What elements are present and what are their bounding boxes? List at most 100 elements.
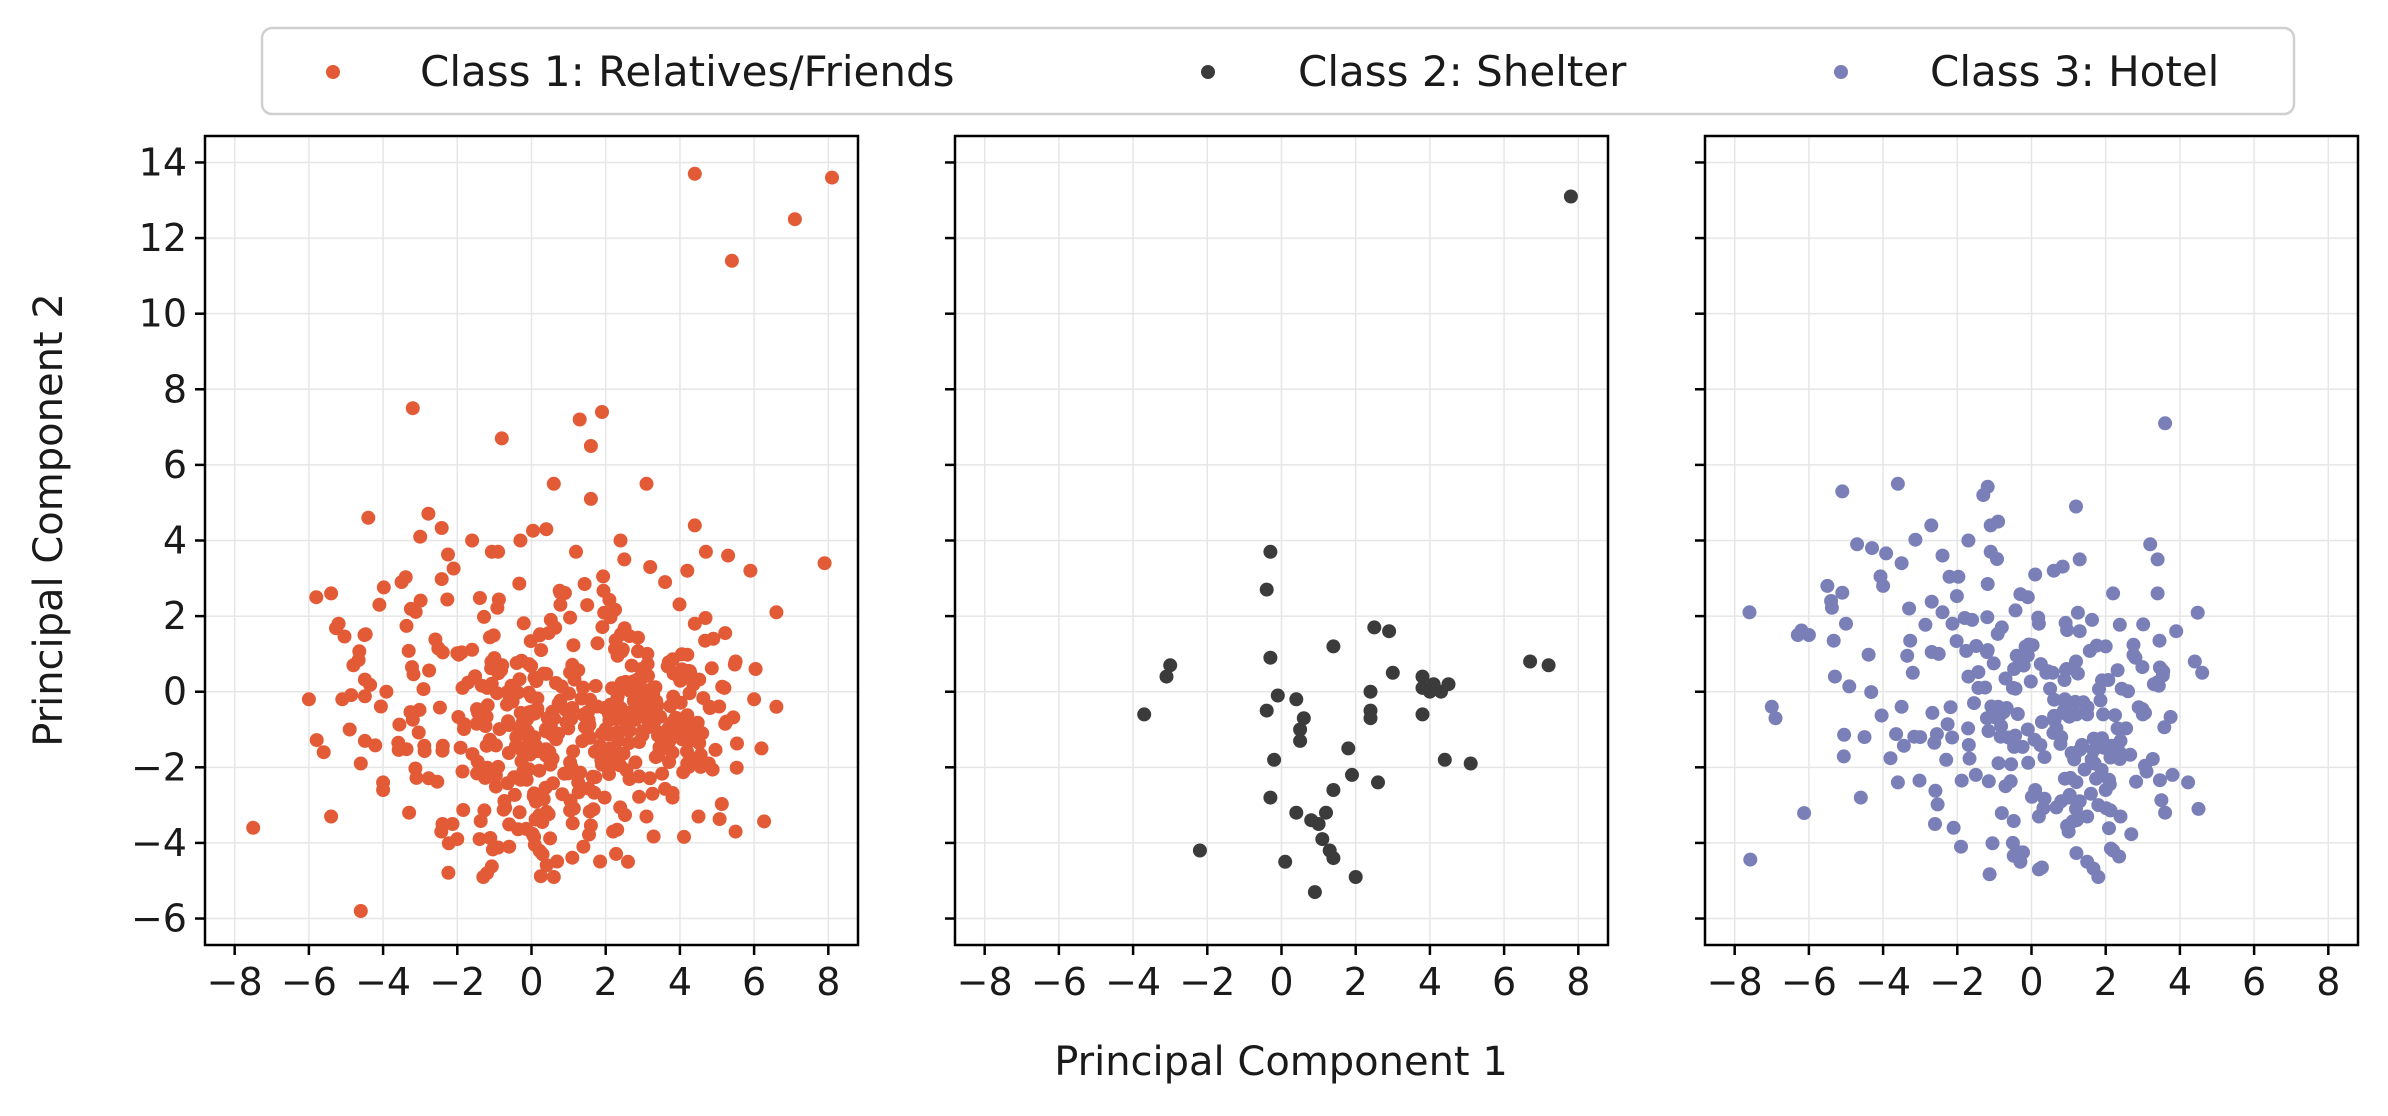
data-point — [2070, 605, 2085, 620]
data-point — [1523, 654, 1538, 669]
y-tick-label: 0 — [163, 670, 187, 714]
data-point — [353, 756, 368, 771]
data-point — [555, 787, 570, 802]
data-point — [441, 865, 456, 880]
data-point — [500, 697, 514, 712]
y-axis-label: Principal Component 2 — [26, 293, 72, 747]
data-point — [428, 632, 443, 647]
data-point — [639, 476, 654, 491]
x-tick-label: −6 — [1031, 960, 1087, 1004]
data-point — [541, 626, 556, 641]
data-point — [376, 580, 391, 595]
data-point — [2143, 537, 2158, 552]
data-point — [2103, 841, 2118, 856]
series-points — [246, 166, 839, 918]
panel-2: −8 −6 −4 −2 0 2 4 6 8 — [945, 134, 1610, 1004]
data-point — [477, 609, 491, 624]
data-point — [610, 822, 625, 837]
data-point — [1463, 756, 1478, 771]
data-point — [373, 699, 388, 714]
data-point — [2006, 814, 2021, 828]
data-point — [2092, 682, 2106, 697]
data-point — [546, 476, 561, 491]
data-point — [2126, 648, 2141, 662]
data-point — [2136, 617, 2151, 632]
data-point — [1263, 790, 1278, 805]
data-point — [469, 716, 484, 731]
data-point — [392, 717, 407, 732]
data-point — [580, 705, 595, 720]
data-point — [1137, 707, 1152, 722]
data-point — [246, 820, 261, 835]
data-point — [1883, 751, 1898, 766]
data-point — [498, 800, 513, 815]
data-point — [484, 654, 499, 669]
data-point — [613, 533, 628, 548]
data-point — [445, 817, 460, 831]
data-point — [2033, 738, 2048, 752]
data-point — [535, 815, 550, 830]
y-tick-label: −4 — [131, 821, 187, 865]
data-point — [2003, 774, 2018, 789]
data-point — [550, 854, 565, 869]
data-point — [566, 638, 581, 653]
x-tick-label: 8 — [816, 960, 840, 1004]
data-point — [1768, 711, 1783, 726]
data-point — [1986, 656, 2001, 671]
data-point — [2158, 805, 2173, 820]
data-point — [1541, 658, 1556, 673]
data-point — [472, 591, 487, 605]
y-tick-label: 2 — [163, 594, 187, 638]
data-point — [597, 605, 612, 620]
data-point — [565, 816, 580, 831]
data-point — [602, 767, 616, 782]
data-point — [608, 633, 623, 648]
data-point — [1943, 700, 1958, 715]
data-point — [672, 671, 687, 686]
data-point — [633, 679, 648, 693]
data-point — [2072, 624, 2087, 639]
data-point — [1842, 679, 1857, 694]
data-point — [532, 763, 547, 778]
data-point — [465, 747, 480, 762]
data-point — [1270, 688, 1285, 703]
data-point — [2152, 633, 2167, 648]
data-point — [1742, 605, 1757, 620]
data-point — [676, 765, 691, 780]
data-point — [658, 575, 673, 590]
data-point — [1945, 616, 1960, 631]
data-point — [405, 660, 419, 675]
data-point — [645, 786, 660, 801]
data-point — [1993, 707, 2008, 722]
data-point — [361, 510, 376, 525]
data-point — [545, 751, 560, 766]
x-tick-label: −8 — [207, 960, 263, 1004]
data-point — [2102, 772, 2116, 787]
data-point — [1853, 790, 1868, 805]
data-point — [687, 166, 702, 181]
data-point — [1998, 671, 2013, 686]
data-point — [1935, 605, 1950, 620]
data-point — [1928, 783, 1943, 798]
data-point — [2150, 586, 2165, 601]
data-point — [2089, 771, 2104, 786]
data-point — [476, 870, 491, 884]
data-point — [1743, 852, 1758, 867]
data-point — [1289, 692, 1304, 707]
data-point — [484, 544, 499, 559]
x-tick-label: 4 — [1418, 960, 1442, 1004]
data-point — [708, 742, 723, 757]
data-point — [473, 814, 488, 828]
data-point — [2096, 707, 2111, 722]
data-point — [457, 722, 471, 737]
data-point — [434, 572, 449, 587]
data-point — [1159, 669, 1174, 684]
data-point — [2070, 666, 2085, 681]
data-point — [2150, 552, 2165, 567]
data-point — [417, 738, 432, 753]
x-tick-label: −4 — [355, 960, 411, 1004]
data-point — [687, 616, 702, 631]
x-tick-label: −2 — [1929, 960, 1985, 1004]
data-point — [610, 725, 625, 740]
data-point — [1940, 717, 1955, 732]
